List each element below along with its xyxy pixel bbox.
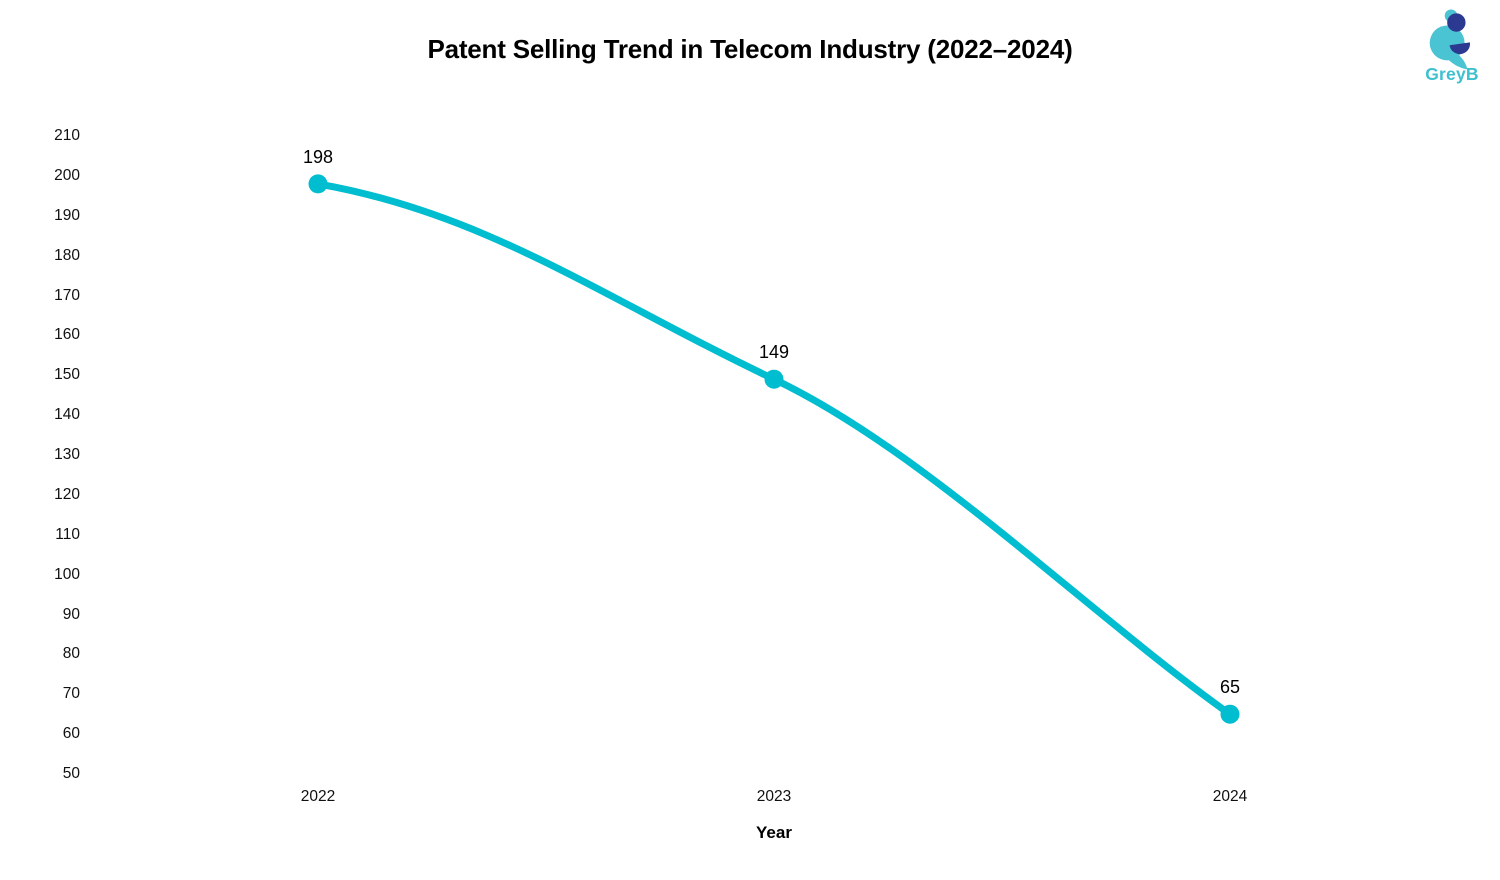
y-tick-label: 180	[54, 246, 80, 264]
y-tick-label: 210	[54, 127, 80, 144]
greyb-logo: GreyB	[1410, 8, 1494, 85]
x-axis-title: Year	[756, 823, 792, 842]
x-tick-label: 2022	[300, 788, 336, 805]
y-tick-label: 100	[54, 565, 80, 583]
y-tick-label: 160	[54, 326, 80, 344]
trend-line	[314, 180, 1234, 718]
y-tick-label: 50	[62, 765, 80, 782]
chart-title: Patent Selling Trend in Telecom Industry…	[427, 34, 1073, 64]
y-tick-label: 60	[62, 725, 80, 743]
data-point-markers	[308, 174, 1240, 724]
x-tick-label: 2024	[1212, 788, 1248, 805]
greyb-logo-text: GreyB	[1425, 64, 1479, 84]
data-point-label: 65	[1219, 677, 1241, 698]
y-tick-label: 90	[62, 605, 80, 623]
y-tick-label: 200	[54, 166, 80, 184]
y-tick-label: 190	[54, 206, 80, 224]
greyb-logo-icon	[1429, 9, 1471, 70]
y-tick-label: 120	[54, 485, 80, 503]
y-tick-label: 140	[54, 406, 80, 424]
data-point-label: 198	[302, 146, 334, 167]
y-tick-label: 110	[55, 525, 80, 543]
y-tick-label: 80	[62, 645, 80, 663]
data-point-marker	[764, 369, 784, 389]
data-point-marker	[1220, 704, 1240, 724]
y-tick-label: 150	[54, 366, 80, 384]
data-point-label: 149	[758, 342, 790, 363]
x-tick-label: 2023	[756, 788, 792, 805]
y-tick-label: 170	[54, 286, 80, 304]
y-tick-label: 130	[54, 446, 80, 463]
data-point-marker	[308, 174, 328, 194]
y-tick-label: 70	[62, 685, 80, 703]
